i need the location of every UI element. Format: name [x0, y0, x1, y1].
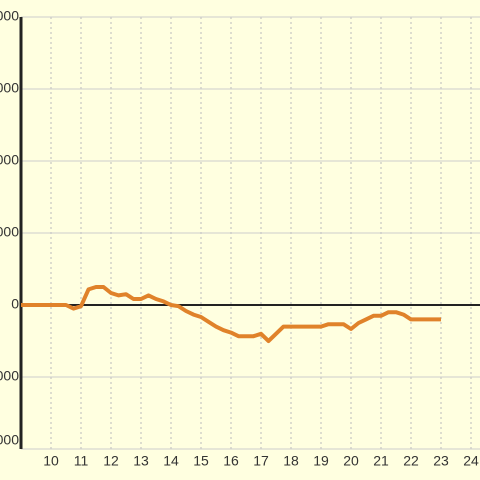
x-tick-label: 14 — [163, 453, 179, 469]
x-tick-label: 24 — [463, 453, 479, 469]
y-tick-label: 0 — [11, 296, 19, 312]
y-tick-label: 12,000 — [0, 8, 19, 24]
x-tick-label: 11 — [74, 453, 89, 469]
x-tick-label: 19 — [313, 453, 329, 469]
y-tick-label: 3,000 — [0, 224, 19, 240]
x-tick-label: 13 — [133, 453, 149, 469]
x-tick-label: 21 — [373, 453, 389, 469]
x-tick-label: 20 — [343, 453, 359, 469]
x-tick-label: 18 — [283, 453, 299, 469]
x-tick-label: 15 — [193, 453, 209, 469]
y-tick-label: 9,000 — [0, 80, 19, 96]
y-tick-label: -3,000 — [0, 368, 19, 384]
data-line — [21, 285, 441, 343]
x-tick-label: 17 — [253, 453, 269, 469]
x-tick-label: 10 — [43, 453, 59, 469]
y-tick-label: 6,000 — [0, 152, 19, 168]
x-tick-label: 12 — [103, 453, 119, 469]
x-tick-label: 16 — [223, 453, 239, 469]
x-tick-label: 22 — [403, 453, 419, 469]
y-tick-label: -6,000 — [0, 432, 19, 448]
x-tick-label: 23 — [433, 453, 449, 469]
